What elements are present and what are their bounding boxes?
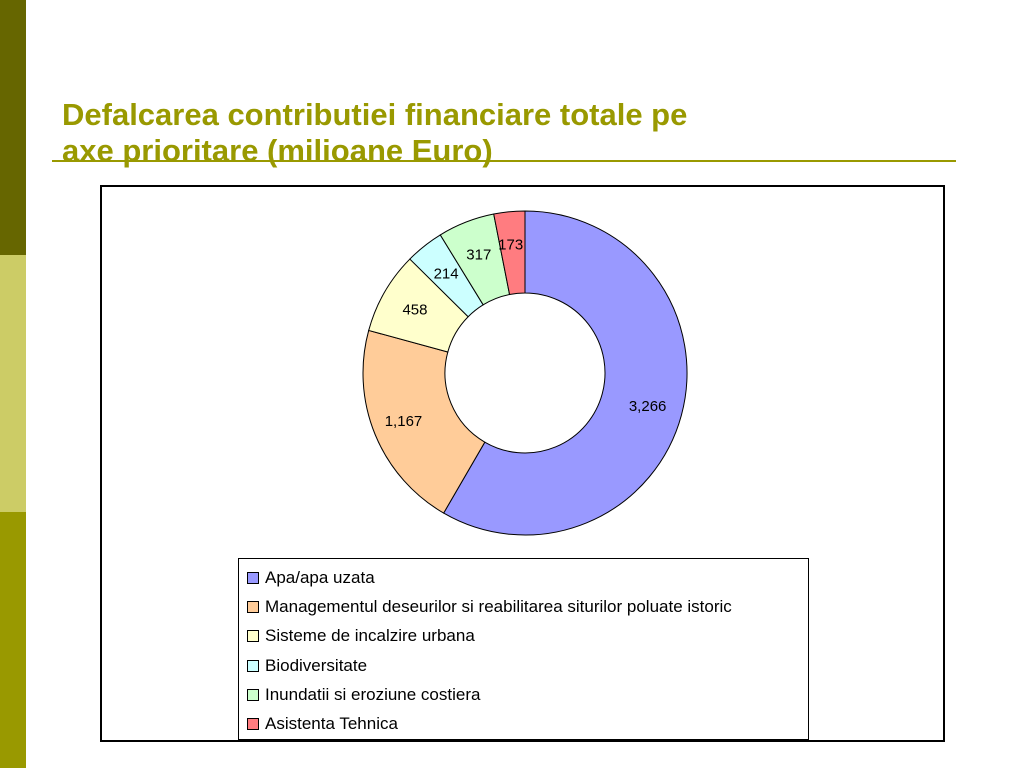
- donut-slice: [362, 329, 486, 514]
- data-label: 173: [498, 237, 523, 254]
- chart-area: 3,266 1,167 458 214 317 173 Apa/apa uzata Mana…: [100, 185, 945, 742]
- legend-item: Biodiversitate: [247, 651, 808, 680]
- legend-label: Inundatii si eroziune costiera: [265, 684, 481, 704]
- data-label: 1,167: [385, 413, 423, 430]
- legend-swatch: [247, 571, 259, 584]
- legend-label: Biodiversitate: [265, 655, 368, 675]
- legend-item: Sisteme de incalzire urbana: [247, 622, 808, 651]
- slide-title-line-2: axe prioritare (milioane Euro): [62, 133, 493, 168]
- title-underline: [52, 160, 956, 162]
- legend-swatch: [247, 630, 259, 643]
- donut-slice: [493, 210, 526, 296]
- data-label: 214: [434, 265, 459, 282]
- slide-title-line-1: Defalcarea contributiei financiare total…: [62, 97, 688, 132]
- legend-item: Inundatii si eroziune costiera: [247, 680, 808, 709]
- data-label: 458: [402, 302, 427, 319]
- sidebar-band-top: [0, 0, 26, 255]
- legend-item: Managementul deseurilor si reabilitarea …: [247, 592, 808, 621]
- legend-swatch: [247, 688, 259, 701]
- legend-label: Managementul deseurilor si reabilitarea …: [265, 596, 732, 616]
- donut-slice: [442, 210, 688, 536]
- legend-item: Apa/apa uzata: [247, 563, 808, 592]
- legend-swatch: [247, 600, 259, 613]
- chart-legend: Apa/apa uzata Managementul deseurilor si …: [238, 558, 809, 740]
- legend-label: Asistenta Tehnica: [265, 714, 398, 734]
- sidebar-band-bottom: [0, 512, 26, 768]
- legend-item: Asistenta Tehnica: [247, 709, 808, 738]
- donut-chart: 3,266 1,167 458 214 317 173: [362, 210, 688, 536]
- legend-swatch: [247, 718, 259, 731]
- sidebar-band-middle: [0, 255, 26, 512]
- legend-swatch: [247, 659, 259, 672]
- legend-label: Sisteme de incalzire urbana: [265, 626, 475, 646]
- data-label: 317: [466, 247, 491, 264]
- legend-label: Apa/apa uzata: [265, 567, 375, 587]
- data-label: 3,266: [629, 398, 667, 415]
- slide-title: Defalcarea contributiei financiare total…: [62, 97, 942, 169]
